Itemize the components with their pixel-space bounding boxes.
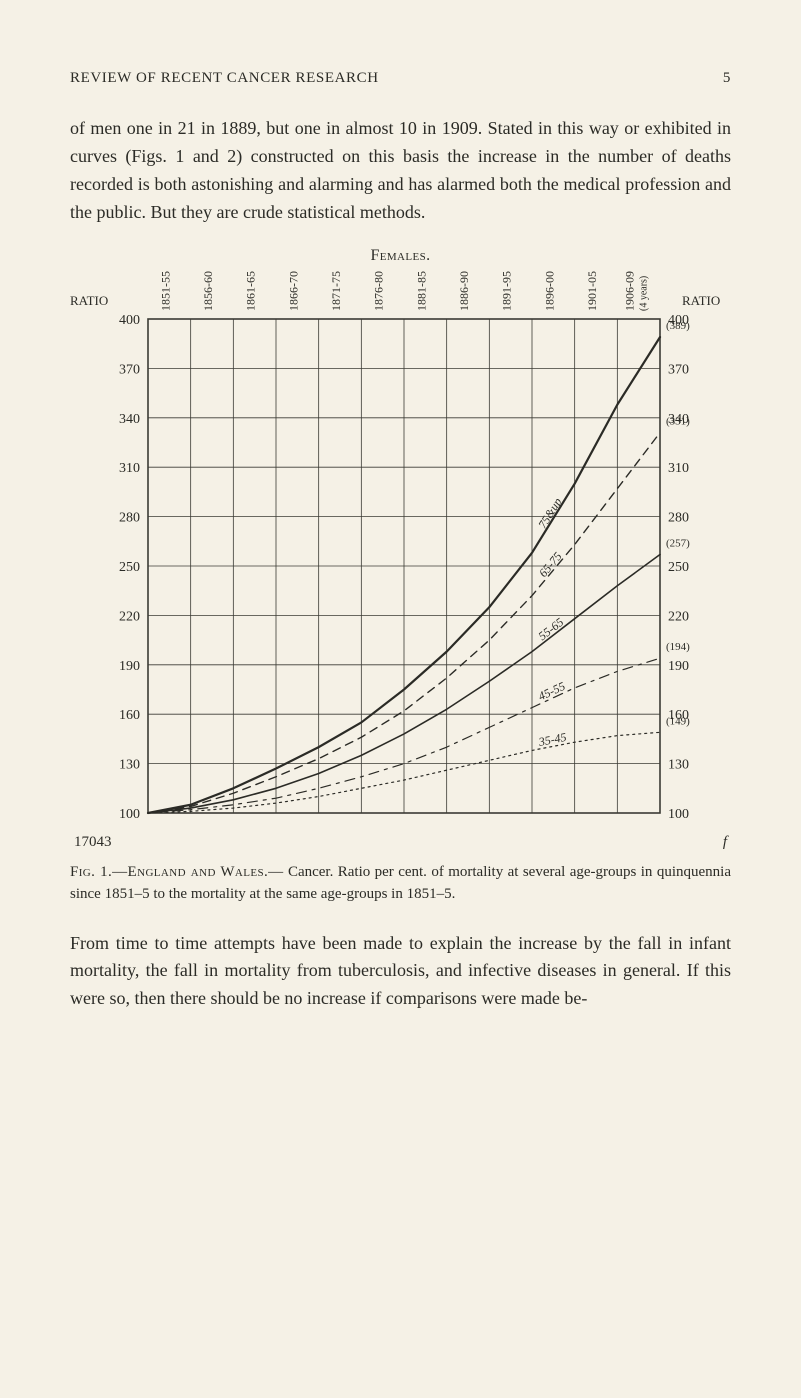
svg-text:RATIO: RATIO xyxy=(682,293,720,308)
svg-text:220: 220 xyxy=(119,609,140,624)
svg-text:(194): (194) xyxy=(666,641,690,653)
svg-text:(389): (389) xyxy=(666,320,690,332)
svg-text:1866-70: 1866-70 xyxy=(286,271,300,311)
svg-text:370: 370 xyxy=(668,362,689,377)
svg-text:(331): (331) xyxy=(666,415,690,427)
svg-text:280: 280 xyxy=(668,510,689,525)
svg-text:400: 400 xyxy=(119,313,140,328)
svg-text:250: 250 xyxy=(668,560,689,575)
svg-text:190: 190 xyxy=(668,658,689,673)
svg-text:1881-85: 1881-85 xyxy=(414,271,428,311)
svg-text:160: 160 xyxy=(119,708,140,723)
chart-container: Females. 100 130 160 190 220 250 280 310 340 370 4… xyxy=(70,247,731,851)
figure-footer: 17043 f xyxy=(70,834,731,851)
svg-text:130: 130 xyxy=(119,757,140,772)
svg-text:1886-90: 1886-90 xyxy=(457,271,471,311)
svg-text:250: 250 xyxy=(119,560,140,575)
svg-text:(4 years): (4 years) xyxy=(639,275,650,310)
svg-text:280: 280 xyxy=(119,510,140,525)
page-root: REVIEW OF RECENT CANCER RESEARCH 5 of me… xyxy=(0,0,801,1398)
paragraph-2: From time to time attempts have been mad… xyxy=(70,930,731,1014)
svg-text:1876-80: 1876-80 xyxy=(372,271,386,311)
running-title: REVIEW OF RECENT CANCER RESEARCH xyxy=(70,70,379,87)
figure-caption: Fig. 1.—England and Wales.— Cancer. Rati… xyxy=(70,861,731,906)
svg-text:220: 220 xyxy=(668,609,689,624)
chart-svg: 100 130 160 190 220 250 280 310 340 370 400 100 130 1… xyxy=(70,271,730,831)
svg-text:1871-75: 1871-75 xyxy=(329,271,343,311)
figure-id-left: 17043 xyxy=(74,834,112,851)
svg-text:340: 340 xyxy=(119,411,140,426)
svg-text:310: 310 xyxy=(668,461,689,476)
svg-text:1861-65: 1861-65 xyxy=(244,271,258,311)
svg-text:RATIO: RATIO xyxy=(70,293,108,308)
svg-text:1891-95: 1891-95 xyxy=(500,271,514,311)
svg-text:1851-55: 1851-55 xyxy=(158,271,172,311)
svg-text:100: 100 xyxy=(668,807,689,822)
svg-text:310: 310 xyxy=(119,461,140,476)
svg-text:100: 100 xyxy=(119,807,140,822)
svg-text:1906-09: 1906-09 xyxy=(623,271,637,311)
svg-text:190: 190 xyxy=(119,658,140,673)
svg-text:1896-00: 1896-00 xyxy=(542,271,556,311)
svg-text:1901-05: 1901-05 xyxy=(585,271,599,311)
paragraph-1: of men one in 21 in 1889, but one in alm… xyxy=(70,115,731,227)
figure-id-right: f xyxy=(723,834,727,851)
svg-text:1856-60: 1856-60 xyxy=(201,271,215,311)
svg-text:130: 130 xyxy=(668,757,689,772)
page-number: 5 xyxy=(723,70,731,87)
chart-title: Females. xyxy=(70,247,731,265)
svg-text:(257): (257) xyxy=(666,537,690,549)
svg-text:(149): (149) xyxy=(666,715,690,727)
figure-caption-lead: Fig. 1.—England and Wales.— xyxy=(70,864,284,880)
svg-text:370: 370 xyxy=(119,362,140,377)
running-head: REVIEW OF RECENT CANCER RESEARCH 5 xyxy=(70,70,731,87)
